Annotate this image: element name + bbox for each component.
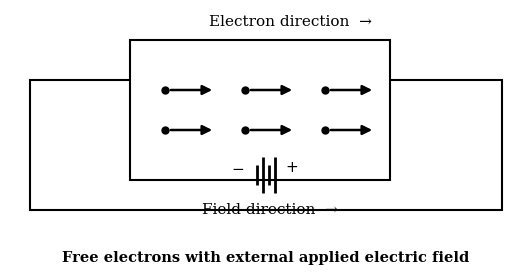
Text: Electron direction  →: Electron direction → (209, 15, 371, 29)
Text: $-$: $-$ (231, 161, 245, 176)
Bar (130, 40, 390, 180)
Text: $+$: $+$ (286, 161, 298, 176)
Text: Field direction  →: Field direction → (202, 203, 338, 217)
Text: Free electrons with external applied electric field: Free electrons with external applied ele… (62, 251, 470, 265)
Bar (30, 80, 502, 210)
